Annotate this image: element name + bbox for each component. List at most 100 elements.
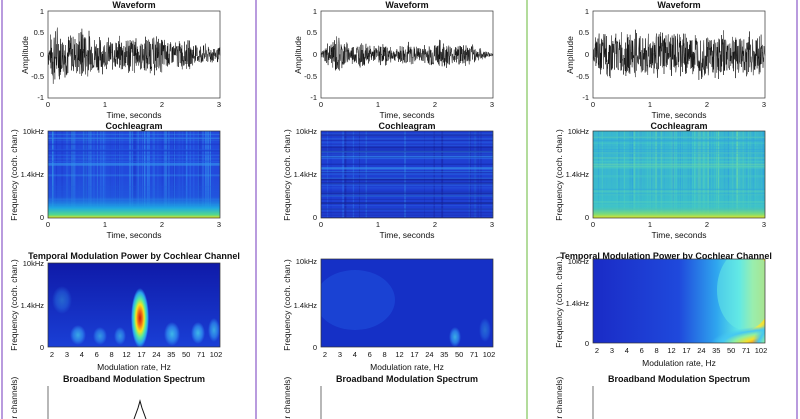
waveform-ylabel: Amplitude	[565, 36, 575, 74]
cochleagram-stripe	[198, 131, 200, 218]
x-tick-label: 24	[425, 350, 433, 359]
broadband-title: Broadband Modulation Spectrum	[608, 374, 750, 384]
cochleagram-band	[321, 202, 493, 204]
cochleagram-stripe	[424, 131, 425, 218]
cochleagram-band	[321, 163, 493, 165]
cochleagram-panel-2: Cochleagram 10kHz 1.4kHz 0 0 1 2 3 Time,…	[282, 121, 494, 240]
cochleagram-stripe	[618, 131, 620, 218]
cochleagram-band	[321, 167, 493, 169]
cochleagram-stripe	[742, 131, 744, 218]
cochleagram-band	[321, 195, 493, 198]
cochleagram-stripe	[755, 131, 757, 218]
cochleagram-xlabel: Time, seconds	[652, 230, 707, 240]
y-tick-label: -1	[582, 93, 589, 102]
cochleagram-stripe	[212, 131, 214, 218]
cochleagram-stripe	[643, 131, 645, 218]
cochleagram-band	[321, 214, 493, 216]
cochleagram-stripe	[89, 131, 91, 218]
cochleagram-stripe	[90, 131, 92, 218]
cochleagram-stripe	[68, 131, 70, 218]
cochleagram-stripe	[212, 131, 214, 218]
cochleagram-stripe	[91, 131, 93, 218]
cochleagram-stripe	[173, 131, 174, 218]
cochleagram-title: Cochleagram	[650, 121, 707, 131]
cochleagram-stripe	[196, 131, 199, 218]
cochleagram-stripe	[147, 131, 150, 218]
cochleagram-band	[48, 150, 220, 152]
x-tick-label: 17	[137, 350, 145, 359]
cochleagram-stripe	[134, 131, 136, 218]
x-tick-label: 3	[338, 350, 342, 359]
cochleagram-stripe	[697, 131, 699, 218]
cochleagram-band	[593, 136, 765, 138]
y-tick-label: 0	[313, 50, 317, 59]
cochleagram-xlabel: Time, seconds	[380, 230, 435, 240]
cochleagram-stripe	[207, 131, 209, 218]
cochleagram-stripe	[724, 131, 726, 218]
cochleagram-stripe	[66, 131, 68, 218]
cochleagram-stripe	[716, 131, 717, 218]
cochleagram-band	[321, 141, 493, 144]
x-tick-label: 3	[490, 220, 494, 229]
cochleagram-stripe	[646, 131, 649, 218]
cochleagram-stripe	[403, 131, 405, 218]
cochleagram-stripe	[665, 131, 668, 218]
cochleagram-stripe	[649, 131, 651, 218]
cochleagram-stripe	[441, 131, 444, 218]
cochleagram-stripe	[53, 131, 55, 218]
cochleagram-stripe	[359, 131, 360, 218]
cochleagram-band	[321, 194, 493, 197]
cochleagram-stripe	[186, 131, 188, 218]
cochleagram-band	[48, 163, 220, 165]
cochleagram-stripe	[330, 131, 332, 218]
cochleagram-stripe	[602, 131, 605, 218]
modulation-ylabel: Frequency (coch. chan.)	[282, 259, 292, 351]
cochleagram-stripe	[673, 131, 675, 218]
cochleagram-stripe	[762, 131, 764, 218]
cochleagram-band	[593, 160, 765, 163]
cochleagram-stripe	[634, 131, 636, 218]
cochleagram-band	[48, 174, 220, 177]
x-tick-label: 1	[103, 220, 107, 229]
modulation-blob	[114, 327, 126, 345]
cochleagram-band	[593, 157, 765, 159]
cochleagram-stripe	[679, 131, 681, 218]
cochleagram-stripe	[198, 131, 200, 218]
cochleagram-stripe	[96, 131, 98, 218]
cochleagram-band	[48, 140, 220, 141]
cochleagram-stripe	[752, 131, 754, 218]
cochleagram-stripe	[148, 131, 150, 218]
cochleagram-stripe	[85, 131, 87, 218]
x-tick-label: 2	[323, 350, 327, 359]
cochleagram-stripe	[611, 131, 613, 218]
modulation-xticks: 2 3 4 6 8 12 17 24 35 50 71 102	[595, 346, 767, 355]
cochleagram-stripe	[748, 131, 750, 218]
cochleagram-band	[321, 190, 493, 192]
cochleagram-band	[593, 163, 765, 166]
cochleagram-stripe	[182, 131, 183, 218]
x-tick-label: 12	[122, 350, 130, 359]
waveform-title: Waveform	[385, 0, 428, 10]
cochleagram-axes-frame	[320, 130, 494, 219]
cochleagram-band	[321, 202, 493, 204]
modulation-panel-2: 10kHz 1.4kHz 0 2 3 4 6 8 12 17 24 35 50 71 102 Modu…	[282, 257, 495, 372]
cochleagram-stripe	[727, 131, 729, 218]
cochleagram-stripe	[329, 131, 332, 218]
cochleagram-band	[321, 151, 493, 153]
y-tick-label: 10kHz	[568, 257, 590, 266]
cochleagram-stripe	[754, 131, 755, 218]
x-tick-label: 2	[50, 350, 54, 359]
modulation-xlabel: Modulation rate, Hz	[97, 362, 171, 372]
y-tick-label: 0.5	[307, 28, 317, 37]
cochleagram-stripe	[756, 131, 757, 218]
cochleagram-stripe	[202, 131, 204, 218]
cochleagram-stripe	[638, 131, 640, 218]
cochleagram-stripe	[757, 131, 758, 218]
cochleagram-stripe	[634, 131, 636, 218]
cochleagram-stripe	[184, 131, 186, 218]
x-tick-label: 0	[591, 100, 595, 109]
y-tick-label: 10kHz	[296, 127, 318, 136]
cochleagram-stripe	[750, 131, 752, 218]
y-tick-label: 0	[313, 343, 317, 352]
cochleagram-stripe	[759, 131, 762, 218]
